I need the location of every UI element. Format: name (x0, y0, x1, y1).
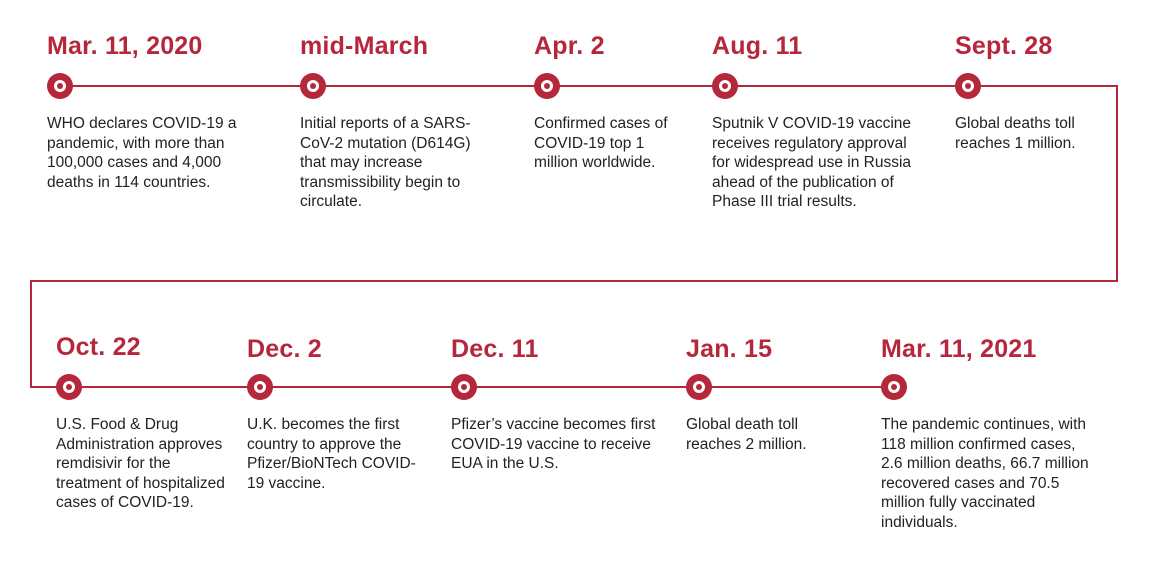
event-date: Dec. 2 (247, 335, 322, 363)
milestone-marker-icon (47, 73, 73, 99)
milestone-marker-icon (300, 73, 326, 99)
event-description: Sputnik V COVID-19 vaccine receives regu… (712, 115, 912, 210)
event-description: WHO declares COVID-19 a pandemic, with m… (47, 115, 237, 191)
event-date: Sept. 28 (955, 32, 1053, 60)
milestone-marker-icon (881, 374, 907, 400)
event-date: Apr. 2 (534, 32, 605, 60)
milestone-marker-icon (247, 374, 273, 400)
event-date: Dec. 11 (451, 335, 539, 363)
event-date: Oct. 22 (56, 333, 141, 361)
milestone-marker-icon (955, 73, 981, 99)
event-date: Mar. 11, 2020 (47, 32, 203, 60)
event-description: Confirmed cases of COVID-19 top 1 millio… (534, 115, 668, 171)
milestone-marker-icon (56, 374, 82, 400)
milestone-marker-icon (451, 374, 477, 400)
event-date: Aug. 11 (712, 32, 803, 60)
event-date: Mar. 11, 2021 (881, 335, 1037, 363)
milestone-marker-icon (712, 73, 738, 99)
event-date: Jan. 15 (686, 335, 773, 363)
event-description: Global death toll reaches 2 million. (686, 416, 807, 453)
milestone-marker-icon (534, 73, 560, 99)
event-description: Pfizer’s vaccine becomes first COVID-19 … (451, 416, 656, 472)
event-description: U.S. Food & Drug Administration approves… (56, 416, 225, 511)
milestone-marker-icon (686, 374, 712, 400)
event-description: Global deaths toll reaches 1 million. (955, 115, 1076, 152)
event-description: U.K. becomes the first country to approv… (247, 416, 416, 492)
event-description: Initial reports of a SARS-CoV-2 mutation… (300, 115, 471, 210)
event-description: The pandemic continues, with 118 million… (881, 416, 1089, 531)
event-date: mid-March (300, 32, 429, 60)
